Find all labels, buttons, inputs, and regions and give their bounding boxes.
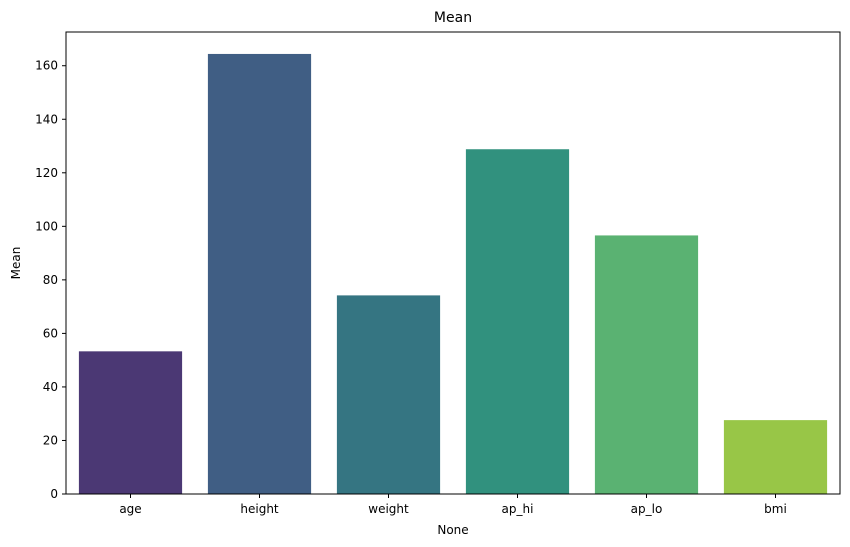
- bar-ap-lo: [594, 235, 699, 494]
- bar-weight: [336, 295, 441, 494]
- x-axis-ticks: age height weight ap_hi ap_lo bmi: [119, 494, 787, 516]
- y-tick-label: 20: [43, 433, 58, 447]
- y-tick-label: 40: [43, 380, 58, 394]
- bars-group: [78, 53, 828, 495]
- x-axis-label: None: [437, 523, 468, 537]
- bar-bmi: [723, 420, 828, 494]
- y-tick-label: 100: [35, 219, 58, 233]
- y-tick-label: 60: [43, 326, 58, 340]
- plot-frame: [65, 31, 841, 495]
- y-tick-label: 160: [35, 59, 58, 73]
- x-tick-label: weight: [368, 502, 409, 516]
- x-tick-label: age: [119, 502, 141, 516]
- y-axis-label: Mean: [9, 247, 23, 280]
- y-axis-ticks: 0 20 40 60 80 100 120 140 160: [35, 59, 66, 501]
- x-tick-label: ap_lo: [631, 502, 663, 516]
- x-tick-label: bmi: [764, 502, 787, 516]
- y-tick-label: 140: [35, 112, 58, 126]
- chart-title: Mean: [434, 10, 472, 26]
- bar-age: [78, 351, 183, 494]
- bar-ap-hi: [465, 149, 570, 494]
- bar-height: [207, 53, 312, 495]
- y-tick-label: 120: [35, 166, 58, 180]
- x-tick-label: ap_hi: [502, 502, 534, 516]
- y-tick-label: 80: [43, 273, 58, 287]
- y-tick-label: 0: [50, 487, 58, 501]
- x-tick-label: height: [240, 502, 279, 516]
